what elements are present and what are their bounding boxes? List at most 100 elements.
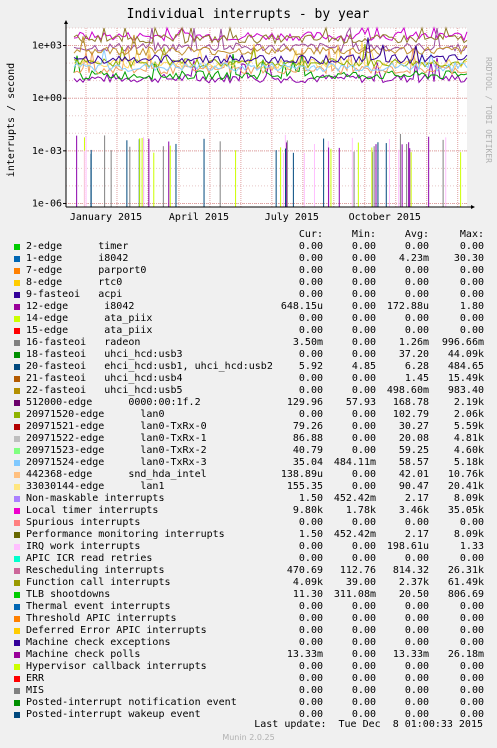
legend-label: 20971521-edge lan0-TxRx-0 — [26, 421, 207, 432]
legend-value-max: 0.00 — [459, 313, 484, 324]
legend-value-avg: 0.00 — [404, 265, 429, 276]
legend-value-avg: 0.00 — [404, 601, 429, 612]
legend-label: Deferred Error APIC interrupts — [26, 625, 207, 636]
legend-label: Machine check polls — [26, 649, 141, 660]
legend-value-cur: 0.00 — [298, 673, 323, 684]
legend-value-avg: 0.00 — [404, 637, 429, 648]
legend-value-min: 0.00 — [351, 685, 376, 696]
legend-value-max: 1.80 — [459, 301, 484, 312]
legend-value-min: 0.00 — [351, 601, 376, 612]
legend-label: Performance monitoring interrupts — [26, 529, 225, 540]
legend-label: 15-edge ata_piix — [26, 325, 153, 336]
legend-swatch — [14, 520, 20, 526]
legend-value-max: 5.18k — [453, 457, 484, 468]
legend-swatch — [14, 712, 20, 718]
legend-value-cur: 0.00 — [298, 661, 323, 672]
x-tick-label: April 2015 — [169, 212, 229, 223]
legend-value-min: 0.00 — [351, 277, 376, 288]
legend-swatch — [14, 256, 20, 262]
legend-value-avg: 2.17 — [404, 493, 429, 504]
legend-swatch — [14, 316, 20, 322]
legend-value-min: 0.00 — [351, 313, 376, 324]
legend-row: 1-edge i8042 0.00 0.00 4.23m 30.30 — [0, 253, 497, 265]
legend-value-avg: 0.00 — [404, 241, 429, 252]
legend-label: Function call interrupts — [26, 577, 171, 588]
legend-row: 16-fasteoi radeon 3.50m 0.00 1.26m 996.66m — [0, 337, 497, 349]
legend-value-min: 0.00 — [351, 481, 376, 492]
x-tick-label: October 2015 — [349, 212, 421, 223]
legend-value-max: 61.49k — [447, 577, 484, 588]
legend-value-avg: 2.37k — [398, 577, 429, 588]
legend-value-cur: 648.15u — [280, 301, 323, 312]
legend-value-avg: 0.00 — [404, 517, 429, 528]
legend-value-min: 0.00 — [351, 709, 376, 720]
legend-value-avg: 59.25 — [398, 445, 429, 456]
legend-row: Posted-interrupt notification event 0.00 0… — [0, 697, 497, 709]
legend-value-min: 0.00 — [351, 541, 376, 552]
legend-value-cur: 0.00 — [298, 253, 323, 264]
legend-value-max: 10.76k — [447, 469, 484, 480]
legend-label: Threshold APIC interrupts — [26, 613, 177, 624]
legend-value-avg: 498.60m — [386, 385, 429, 396]
legend-value-max: 30.30 — [453, 253, 484, 264]
legend-row: 20971523-edge lan0-TxRx-2 40.79 0.00 59.25 4… — [0, 445, 497, 457]
legend-value-avg: 0.00 — [404, 673, 429, 684]
series-line — [73, 26, 468, 53]
legend-row: 442368-edge snd_hda_intel 138.89u 0.00 42.0… — [0, 469, 497, 481]
legend-swatch — [14, 616, 20, 622]
column-header-min: Min: — [351, 229, 376, 240]
legend-value-cur: 0.00 — [298, 385, 323, 396]
legend-value-max: 8.09k — [453, 529, 484, 540]
legend-swatch — [14, 508, 20, 514]
legend-value-min: 0.00 — [351, 349, 376, 360]
legend-row: 20-fasteoi ehci_hcd:usb1, uhci_hcd:usb2 5… — [0, 361, 497, 373]
chart-title: Individual interrupts - by year — [127, 7, 370, 22]
legend-row: 33030144-edge lan1 155.35 0.00 90.47 20.41k — [0, 481, 497, 493]
series-line — [73, 37, 468, 65]
legend-label: Thermal event interrupts — [26, 601, 171, 612]
legend-value-cur: 0.00 — [298, 697, 323, 708]
legend-value-avg: 42.01 — [398, 469, 429, 480]
legend-value-avg: 814.32 — [392, 565, 429, 576]
legend-value-cur: 5.92 — [298, 361, 323, 372]
legend-swatch — [14, 652, 20, 658]
legend-value-avg: 30.27 — [398, 421, 429, 432]
legend-value-max: 5.59k — [453, 421, 484, 432]
x-tick-label: January 2015 — [70, 212, 142, 223]
legend-value-min: 0.00 — [351, 517, 376, 528]
legend-label: Hypervisor callback interrupts — [26, 661, 207, 672]
legend-row: 9-fasteoi acpi 0.00 0.00 0.00 0.00 — [0, 289, 497, 301]
legend-value-min: 452.42m — [333, 493, 376, 504]
legend-value-max: 0.00 — [459, 685, 484, 696]
y-axis-arrow — [64, 20, 68, 24]
legend-value-cur: 0.00 — [298, 553, 323, 564]
legend-value-cur: 0.00 — [298, 241, 323, 252]
legend-value-avg: 172.88u — [386, 301, 429, 312]
legend-value-cur: 0.00 — [298, 685, 323, 696]
legend-value-cur: 155.35 — [286, 481, 323, 492]
legend-value-max: 0.00 — [459, 673, 484, 684]
legend-value-cur: 0.00 — [298, 709, 323, 720]
legend-value-max: 0.00 — [459, 517, 484, 528]
legend-label: 22-fasteoi uhci_hcd:usb5 — [26, 385, 183, 396]
legend-value-avg: 0.00 — [404, 697, 429, 708]
legend-value-cur: 0.00 — [298, 277, 323, 288]
legend-value-avg: 0.00 — [404, 553, 429, 564]
legend-value-min: 0.00 — [351, 697, 376, 708]
legend-swatch — [14, 460, 20, 466]
legend-row: 18-fasteoi uhci_hcd:usb3 0.00 0.00 37.20 44.… — [0, 349, 497, 361]
legend-value-max: 0.00 — [459, 265, 484, 276]
legend-value-max: 0.00 — [459, 697, 484, 708]
legend-swatch — [14, 688, 20, 694]
legend-value-min: 0.00 — [351, 409, 376, 420]
legend-value-avg: 1.26m — [398, 337, 429, 348]
legend-swatch — [14, 556, 20, 562]
legend-value-avg: 1.45 — [404, 373, 429, 384]
legend-value-cur: 0.00 — [298, 265, 323, 276]
legend-value-min: 0.00 — [351, 421, 376, 432]
column-header-cur: Cur: — [298, 229, 323, 240]
legend-value-min: 0.00 — [351, 445, 376, 456]
legend-swatch — [14, 412, 20, 418]
legend-swatch — [14, 580, 20, 586]
